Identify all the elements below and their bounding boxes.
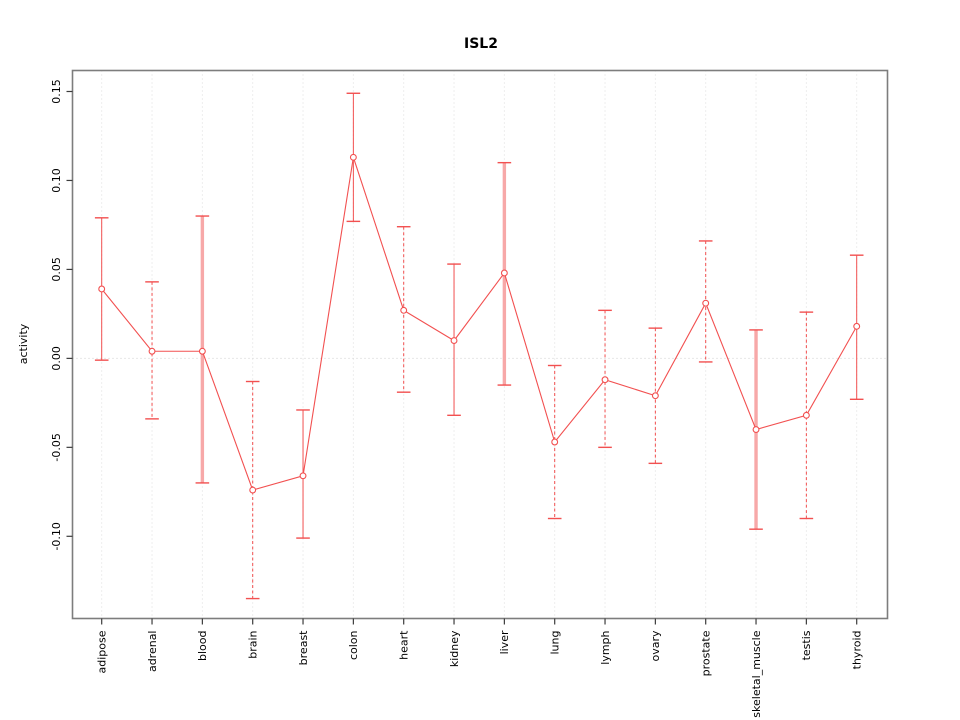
data-point <box>651 392 659 400</box>
x-tick-label: prostate <box>700 630 713 676</box>
series-line <box>101 157 858 491</box>
x-tick-label: adrenal <box>146 631 159 673</box>
x-tick-label: ovary <box>649 630 662 662</box>
y-tick-label: 0.15 <box>50 79 63 104</box>
y-tick-label: 0.00 <box>50 346 63 371</box>
x-tick-label: testis <box>800 630 813 660</box>
y-axis-label: activity <box>17 323 30 364</box>
data-point <box>752 426 760 433</box>
x-tick-label: heart <box>398 630 411 660</box>
data-point <box>400 306 408 314</box>
y-tick-label: 0.10 <box>50 168 63 193</box>
x-tick-label: blood <box>196 631 209 661</box>
data-point <box>601 376 609 384</box>
x-tick-label: breast <box>297 630 310 666</box>
grid-layer <box>72 70 888 619</box>
data-point <box>349 153 357 161</box>
x-tick-label: brain <box>247 630 260 658</box>
x-tick-label: liver <box>498 630 511 654</box>
chart-title: ISL2 <box>464 36 498 52</box>
data-point <box>148 347 156 355</box>
data-layer <box>94 92 864 600</box>
x-tick-label: skeletal_muscle <box>750 630 763 717</box>
data-point <box>551 438 559 446</box>
data-point <box>853 322 861 330</box>
x-tick-label: colon <box>347 630 360 660</box>
x-tick-label: thyroid <box>851 631 864 670</box>
data-point <box>802 411 810 419</box>
y-tick-label: -0.10 <box>50 522 63 550</box>
data-point <box>450 337 458 345</box>
data-point <box>702 299 710 307</box>
data-point <box>198 347 206 355</box>
plot-frame <box>71 69 889 620</box>
data-point <box>249 486 257 494</box>
axis-layer: 0.15 0.10 0.05 0.00 -0.05 -0.10 adipose adrenal… <box>50 69 889 718</box>
y-tick-label: 0.05 <box>50 257 63 282</box>
data-point <box>299 472 307 480</box>
x-tick-label: lymph <box>599 630 612 664</box>
data-point <box>500 269 508 277</box>
x-tick-label: adipose <box>96 630 109 673</box>
x-tick-label: kidney <box>448 630 461 667</box>
x-tick-label: lung <box>549 631 562 655</box>
y-tick-label: -0.05 <box>50 433 63 461</box>
data-point <box>98 285 106 293</box>
